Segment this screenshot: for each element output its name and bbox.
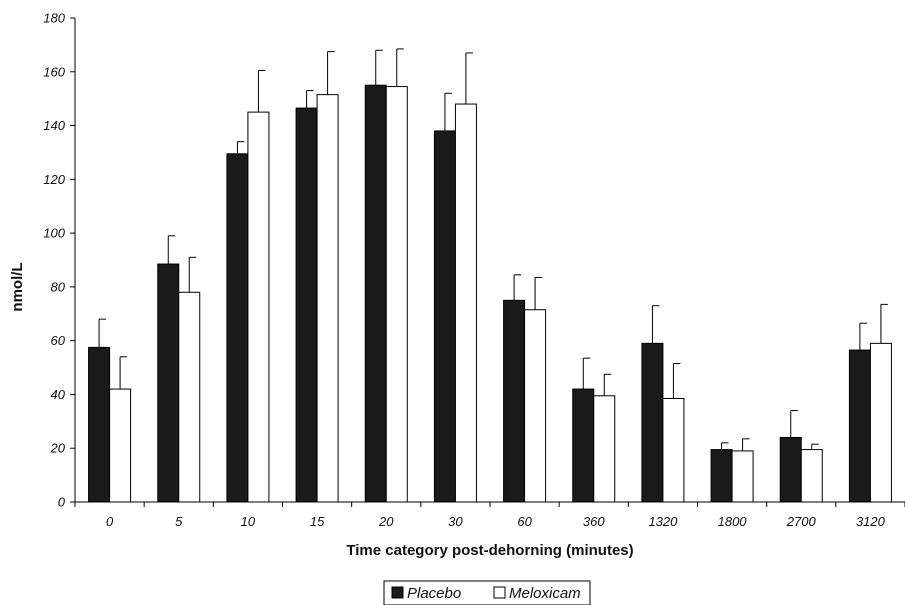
- y-tick-label: 180: [43, 11, 65, 26]
- x-tick-label: 1320: [648, 514, 678, 529]
- bar-placebo: [848, 349, 871, 503]
- legend: Placebo Meloxicam: [383, 580, 591, 605]
- error-bar-placebo: [859, 322, 867, 351]
- y-tick-label: 60: [51, 333, 66, 348]
- error-bar-placebo: [790, 410, 798, 438]
- error-bar-placebo: [236, 141, 245, 154]
- bar-placebo: [364, 84, 387, 503]
- error-bar-placebo: [375, 49, 383, 86]
- error-bar-meloxicam: [742, 438, 750, 451]
- error-bar-meloxicam: [188, 256, 197, 293]
- error-bar-meloxicam: [257, 69, 266, 113]
- error-bar-meloxicam: [603, 373, 612, 396]
- y-tick-label: 100: [43, 226, 65, 241]
- y-tick-label: 0: [58, 495, 66, 510]
- error-bar-meloxicam: [119, 356, 128, 390]
- y-tick-label: 40: [51, 387, 66, 402]
- error-bar-placebo: [721, 442, 729, 450]
- y-tick-label: 20: [50, 441, 66, 456]
- y-tick-label: 160: [43, 64, 65, 79]
- bar-meloxicam: [524, 309, 547, 503]
- x-tick-label: 2700: [786, 514, 817, 529]
- bar-placebo: [88, 346, 111, 503]
- error-bar-meloxicam: [672, 363, 681, 399]
- bar-meloxicam: [869, 342, 892, 503]
- error-bar-placebo: [98, 318, 107, 348]
- error-bar-meloxicam: [880, 303, 888, 344]
- error-bar-meloxicam: [327, 51, 335, 95]
- x-tick-label: 15: [310, 514, 325, 529]
- bar-meloxicam: [247, 111, 270, 503]
- error-bar-meloxicam: [534, 276, 543, 310]
- bar-meloxicam: [593, 395, 616, 503]
- bars: [88, 84, 892, 503]
- x-tick-label: 5: [175, 514, 183, 529]
- bar-meloxicam: [731, 450, 754, 503]
- bar-meloxicam: [662, 397, 685, 503]
- bar-placebo: [572, 388, 595, 503]
- bar-placebo: [779, 436, 802, 503]
- x-tick-label: 0: [106, 514, 114, 529]
- legend-label-meloxicam: Meloxicam: [509, 585, 581, 602]
- x-tick-label: 1800: [718, 514, 748, 529]
- bar-placebo: [641, 342, 664, 503]
- x-tick-label: 10: [241, 514, 256, 529]
- error-bar-placebo: [651, 305, 660, 344]
- error-bar-meloxicam: [811, 443, 819, 450]
- bar-meloxicam: [178, 291, 201, 503]
- bar-placebo: [226, 153, 249, 503]
- error-bar-placebo: [167, 235, 176, 265]
- x-tick-label: 360: [583, 514, 605, 529]
- bar-meloxicam: [316, 94, 339, 503]
- error-bar-placebo: [582, 357, 591, 390]
- y-tick-label: 120: [43, 172, 65, 187]
- x-axis-title: Time category post-dehorning (minutes): [346, 542, 633, 559]
- y-axis-title: nmol/L: [9, 262, 26, 311]
- bar-placebo: [433, 130, 456, 503]
- legend-swatch-meloxicam: [493, 586, 506, 599]
- x-axis-ticks: 0 5 10 15 20 30 60 360 1320 1800 2700 3120: [74, 502, 905, 529]
- bar-placebo: [503, 299, 526, 503]
- y-tick-label: 80: [51, 279, 66, 294]
- error-bars: [98, 48, 888, 451]
- x-tick-label: 3120: [856, 514, 886, 529]
- bar-placebo: [710, 449, 733, 503]
- bar-meloxicam: [454, 103, 477, 503]
- error-bar-placebo: [306, 90, 314, 109]
- y-axis-ticks: 0 20 40 60 80 100 120 140 160 180: [43, 11, 75, 510]
- legend-swatch-placebo: [391, 586, 404, 599]
- error-bar-meloxicam: [465, 52, 473, 105]
- error-bar-placebo: [444, 92, 452, 131]
- bar-meloxicam: [385, 86, 408, 503]
- x-tick-label: 20: [378, 514, 394, 529]
- bar-meloxicam: [800, 449, 823, 503]
- x-tick-label: 60: [517, 514, 532, 529]
- bar-meloxicam: [109, 388, 132, 503]
- legend-box: [383, 580, 591, 605]
- bar-placebo: [295, 107, 318, 503]
- error-bar-meloxicam: [396, 48, 404, 87]
- legend-label-placebo: Placebo: [407, 585, 461, 602]
- bar-placebo: [157, 263, 180, 503]
- x-tick-label: 30: [448, 514, 463, 529]
- y-tick-label: 140: [43, 118, 65, 133]
- error-bar-placebo: [513, 274, 522, 301]
